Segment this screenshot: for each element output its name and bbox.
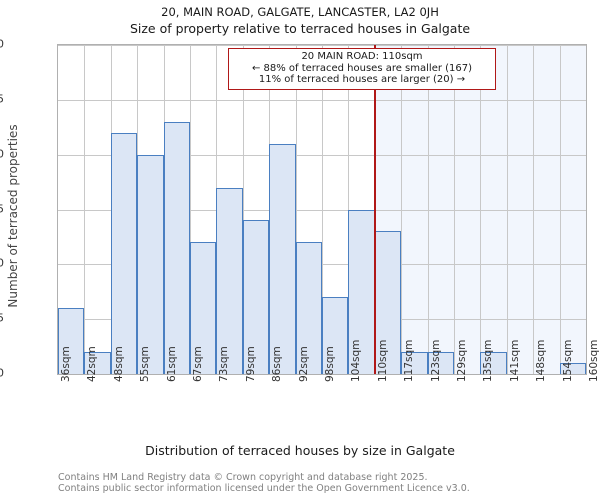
histogram-bar xyxy=(401,352,428,374)
gridline-vertical xyxy=(427,45,429,374)
x-tick-label: 104sqm xyxy=(350,339,363,382)
gridline-vertical xyxy=(295,45,297,374)
histogram-bar xyxy=(348,209,375,374)
x-axis-label: Distribution of terraced houses by size … xyxy=(145,443,455,458)
footer-line-1: Contains HM Land Registry data © Crown c… xyxy=(58,472,428,483)
x-tick-label: 36sqm xyxy=(60,346,72,382)
chart-subtitle: Size of property relative to terraced ho… xyxy=(129,21,471,36)
x-tick-label: 160sqm xyxy=(588,339,600,382)
histogram-bar xyxy=(216,187,243,374)
histogram-bar xyxy=(190,242,217,374)
attribution-footer: Contains HM Land Registry data © Crown c… xyxy=(58,472,598,494)
y-tick-label: 30 xyxy=(0,37,4,51)
histogram-bar xyxy=(163,121,190,374)
histogram-bar xyxy=(427,352,454,374)
y-axis-label: Number of terraced properties xyxy=(6,124,20,308)
footer-line-2: Contains public sector information licen… xyxy=(58,483,470,494)
x-tick-label: 67sqm xyxy=(192,346,204,382)
histogram-bar xyxy=(58,308,85,374)
x-tick-label: 55sqm xyxy=(139,346,152,382)
x-tick-label: 141sqm xyxy=(508,339,521,382)
histogram-bar xyxy=(322,297,349,374)
x-tick-label: 79sqm xyxy=(244,346,257,382)
chart-title-block: 20, MAIN ROAD, GALGATE, LANCASTER, LA2 0… xyxy=(0,4,600,37)
gridline-vertical xyxy=(401,45,403,374)
annotation-line-2: ← 88% of terraced houses are smaller (16… xyxy=(251,62,473,74)
annotation-callout: 20 MAIN ROAD: 110sqm ← 88% of terraced h… xyxy=(228,48,496,90)
x-tick-label: 129sqm xyxy=(456,339,468,382)
gridline-vertical xyxy=(242,45,244,374)
x-tick-label: 92sqm xyxy=(297,346,310,382)
x-tick-label: 148sqm xyxy=(535,339,548,382)
page-title: 20, MAIN ROAD, GALGATE, LANCASTER, LA2 0… xyxy=(161,5,439,19)
gridline-vertical xyxy=(454,45,455,374)
plot-area xyxy=(57,44,587,375)
gridline-vertical xyxy=(533,45,535,374)
x-tick-label: 98sqm xyxy=(324,346,336,382)
y-tick-label: 5 xyxy=(0,311,4,325)
property-size-marker xyxy=(373,45,376,374)
x-tick-label: 117sqm xyxy=(403,339,416,382)
histogram-bar xyxy=(559,363,586,374)
x-tick-label: 42sqm xyxy=(86,346,99,382)
x-tick-label: 154sqm xyxy=(561,339,574,382)
annotation-line-1: 20 MAIN ROAD: 110sqm xyxy=(301,51,423,62)
histogram-bar xyxy=(480,352,507,374)
y-tick-label: 20 xyxy=(0,147,4,161)
annotation-line-3: 11% of terraced houses are larger (20) → xyxy=(258,74,466,85)
gridline-vertical xyxy=(559,45,561,374)
histogram-bar xyxy=(137,154,164,374)
x-tick-label: 61sqm xyxy=(165,346,178,382)
gridline-vertical xyxy=(322,45,323,374)
y-tick-label: 15 xyxy=(0,202,4,215)
y-tick-label: 25 xyxy=(0,92,4,106)
gridline-vertical xyxy=(480,45,482,374)
gridline-vertical xyxy=(84,45,86,374)
x-tick-label: 48sqm xyxy=(112,346,125,382)
histogram-bar xyxy=(269,143,296,374)
x-tick-label: 86sqm xyxy=(271,346,284,382)
y-tick-label: 10 xyxy=(0,256,4,270)
histogram-bar xyxy=(295,242,322,374)
y-tick-label: 0 xyxy=(0,366,4,380)
gridline-vertical xyxy=(190,45,191,374)
x-tick-label: 135sqm xyxy=(482,339,495,382)
x-tick-label: 73sqm xyxy=(218,346,231,382)
histogram-bar xyxy=(84,352,111,374)
histogram-bar xyxy=(110,132,138,374)
histogram-bar xyxy=(374,231,402,374)
x-tick-label: 110sqm xyxy=(376,339,389,382)
histogram-bar xyxy=(242,220,270,374)
gridline-vertical xyxy=(506,45,508,374)
x-tick-label: 123sqm xyxy=(429,339,442,382)
